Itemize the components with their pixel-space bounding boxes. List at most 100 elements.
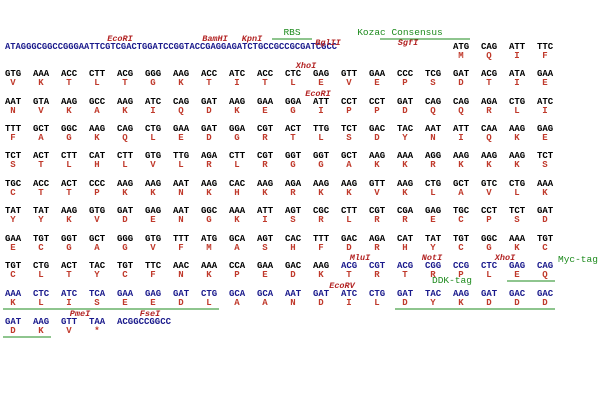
codon: CTG <box>369 289 385 299</box>
amino-acid: A <box>262 298 268 308</box>
amino-acid: K <box>486 160 492 170</box>
amino-acid: K <box>458 160 464 170</box>
amino-acid: F <box>10 133 15 143</box>
amino-acid: L <box>150 133 155 143</box>
amino-acid: Y <box>94 270 100 280</box>
amino-acid: A <box>94 106 100 116</box>
amino-acid: D <box>514 298 520 308</box>
codon: GCA <box>229 289 246 299</box>
codon: GCC <box>89 97 106 107</box>
restriction-site: SgfI <box>398 38 419 48</box>
codon: ACG <box>341 261 357 271</box>
codon: CGT <box>257 151 274 161</box>
codon: CGT <box>257 124 274 134</box>
codon: TTG <box>173 151 189 161</box>
feature-label: Kozac Consensus <box>357 27 443 38</box>
codon: GCA <box>229 234 246 244</box>
codon: ATC <box>61 289 78 299</box>
codon: AAG <box>369 151 385 161</box>
codon: GAT <box>5 317 22 327</box>
amino-acid: K <box>234 215 240 225</box>
codon: GAA <box>257 97 274 107</box>
codon: AAT <box>425 124 442 134</box>
codon: AAG <box>509 151 525 161</box>
codon: TCT <box>537 151 554 161</box>
codon: CAG <box>481 42 497 52</box>
amino-acid: D <box>318 298 324 308</box>
codon: GAC <box>369 124 386 134</box>
codon: CGC <box>313 206 330 216</box>
codon: GAT <box>201 124 218 134</box>
codon: AAG <box>257 179 273 189</box>
codon: GCT <box>89 234 106 244</box>
amino-acid: A <box>94 243 100 253</box>
amino-acid: K <box>122 106 128 116</box>
codon: TCG <box>425 69 441 79</box>
codon: AAG <box>313 179 329 189</box>
codon: ACG <box>117 69 133 79</box>
codon: GGC <box>61 124 78 134</box>
amino-acid: V <box>150 160 156 170</box>
codon: ACC <box>201 69 218 79</box>
codon: CTT <box>229 151 246 161</box>
amino-acid: G <box>66 243 71 253</box>
codon: TGT <box>537 234 554 244</box>
codon: CAG <box>453 97 469 107</box>
codon: GAT <box>397 97 414 107</box>
amino-acid: E <box>150 215 156 225</box>
codon: AAG <box>89 124 105 134</box>
codon: GAA <box>369 69 386 79</box>
amino-acid: E <box>374 78 380 88</box>
amino-acid: K <box>38 326 44 336</box>
amino-acid: G <box>122 243 127 253</box>
codon: AAG <box>145 179 161 189</box>
codon: GAG <box>509 261 525 271</box>
codon: CCC <box>89 179 106 189</box>
amino-acid: L <box>514 106 519 116</box>
amino-acid: K <box>318 270 324 280</box>
amino-acid: R <box>262 160 268 170</box>
amino-acid: Y <box>10 215 16 225</box>
amino-acid: T <box>122 78 128 88</box>
amino-acid: H <box>290 243 295 253</box>
amino-acid: R <box>374 215 380 225</box>
codon: ACC <box>33 179 50 189</box>
amino-acid: N <box>430 133 435 143</box>
codon: GCT <box>341 151 358 161</box>
codon: AGA <box>201 151 218 161</box>
amino-acid: K <box>402 188 408 198</box>
codon: ATG <box>201 234 217 244</box>
amino-acid: D <box>402 106 408 116</box>
codon: TTT <box>313 234 330 244</box>
amino-acid: L <box>374 298 379 308</box>
amino-acid: F <box>542 51 547 61</box>
amino-acid: K <box>318 188 324 198</box>
codon: ATG <box>453 42 469 52</box>
codon: ATT <box>257 206 274 216</box>
codon: CGG <box>425 261 441 271</box>
codon: GGA <box>285 97 302 107</box>
codon: TAC <box>425 289 442 299</box>
amino-acid: K <box>206 188 212 198</box>
restriction-site: FseI <box>140 309 161 319</box>
codon: AAG <box>313 261 329 271</box>
amino-acid: D <box>10 326 16 336</box>
codon: GTG <box>145 151 161 161</box>
amino-acid: D <box>290 270 296 280</box>
codon: AAG <box>61 97 77 107</box>
codon: ACT <box>33 151 50 161</box>
amino-acid: G <box>150 78 155 88</box>
codon: GGA <box>229 124 246 134</box>
amino-acid: K <box>206 270 212 280</box>
codon: GAT <box>481 289 498 299</box>
amino-acid: E <box>262 106 268 116</box>
amino-acid: R <box>430 270 436 280</box>
codon: AGG <box>425 151 441 161</box>
codon: GAC <box>509 289 526 299</box>
restriction-site: BamHI <box>202 34 228 44</box>
restriction-site: NotI <box>422 253 443 263</box>
codon: TAT <box>425 234 442 244</box>
codon: ATC <box>229 69 246 79</box>
codon: GGC <box>481 234 498 244</box>
amino-acid: R <box>430 160 436 170</box>
